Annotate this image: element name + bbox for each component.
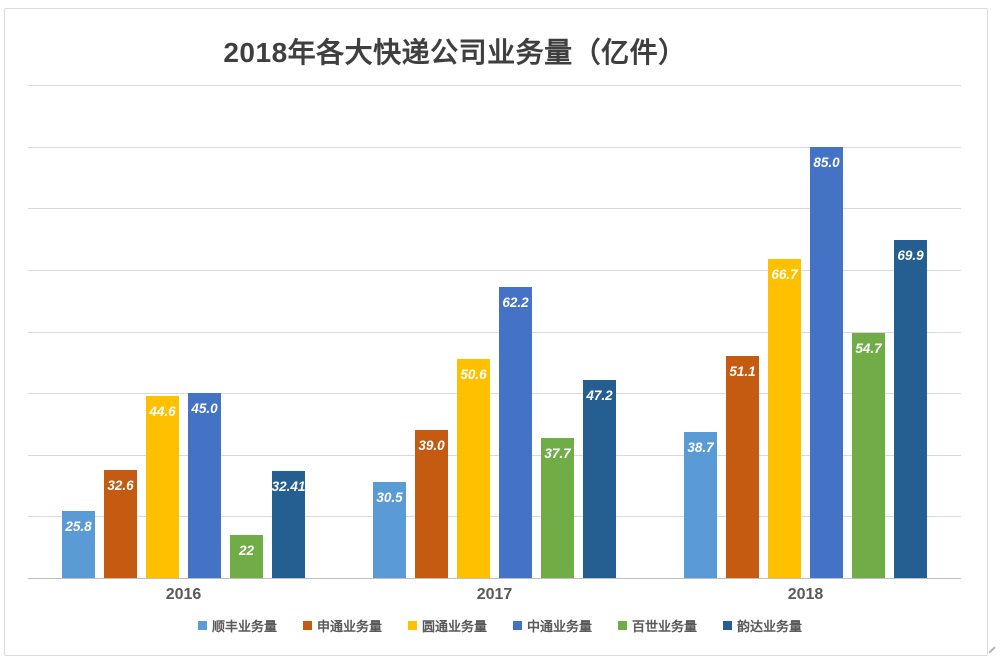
bar-圆通业务量-2018: 66.7	[768, 259, 801, 578]
gridline	[28, 146, 961, 148]
x-axis-label: 2017	[476, 586, 513, 603]
legend-item: 申通业务量	[302, 616, 382, 635]
bar-中通业务量-2017: 62.2	[499, 287, 532, 578]
bar-value-label: 66.7	[771, 267, 798, 282]
gridline	[28, 269, 961, 271]
legend-item: 中通业务量	[513, 616, 592, 635]
legend-label: 中通业务量	[527, 619, 593, 634]
bar-百世业务量-2018: 54.7	[852, 333, 885, 578]
gridline	[28, 393, 961, 395]
bar-value-label: 22	[238, 543, 255, 558]
bar-中通业务量-2016: 45.0	[188, 393, 221, 578]
bar-value-label: 69.9	[897, 248, 924, 263]
legend-swatch	[513, 621, 522, 630]
legend-label: 百世业务量	[632, 619, 698, 634]
bar-圆通业务量-2017: 50.6	[457, 359, 490, 578]
gridline	[28, 85, 961, 86]
x-axis-label: 2016	[165, 586, 202, 603]
legend-swatch	[407, 621, 417, 630]
bar-顺丰业务量-2018: 38.7	[684, 432, 717, 578]
bar-value-label: 62.2	[502, 295, 529, 310]
bar-value-label: 32.6	[107, 478, 134, 493]
legend-item: 顺丰业务量	[197, 616, 277, 635]
legend-swatch	[302, 621, 312, 630]
legend-label: 申通业务量	[316, 619, 382, 634]
bar-圆通业务量-2016: 44.6	[146, 396, 179, 578]
bar-韵达业务量-2018: 69.9	[894, 240, 927, 578]
gridline	[28, 516, 961, 518]
chart-title: 2018年各大快递公司业务量（亿件）	[223, 37, 687, 68]
bar-申通业务量-2016: 32.6	[104, 470, 137, 578]
bar-value-label: 32.41	[271, 479, 306, 494]
bar-百世业务量-2016: 22	[230, 535, 263, 578]
legend-label: 圆通业务量	[421, 619, 487, 634]
bar-value-label: 45.0	[191, 401, 218, 416]
x-axis-line	[28, 578, 961, 579]
legend-label: 韵达业务量	[737, 619, 803, 634]
bar-value-label: 44.6	[149, 404, 176, 419]
bar-顺丰业务量-2017: 30.5	[373, 482, 406, 578]
legend: 顺丰业务量 申通业务量 圆通业务量 中通业务量 百世业务量 韵达业务量	[0, 616, 1000, 635]
bar-中通业务量-2018: 85.0	[810, 147, 843, 578]
legend-item: 韵达业务量	[723, 616, 802, 635]
bar-value-label: 39.0	[418, 438, 445, 453]
gridline	[28, 454, 961, 456]
bar-value-label: 50.6	[460, 367, 487, 382]
legend-item: 圆通业务量	[407, 616, 487, 635]
bar-百世业务量-2017: 37.7	[541, 438, 574, 578]
bar-value-label: 38.7	[687, 440, 714, 455]
bar-value-label: 47.2	[586, 388, 613, 403]
bar-申通业务量-2018: 51.1	[726, 356, 759, 578]
legend-swatch	[618, 621, 628, 630]
bar-value-label: 51.1	[729, 364, 756, 379]
legend-item: 百世业务量	[618, 616, 697, 635]
gridline	[28, 331, 961, 333]
bar-value-label: 37.7	[544, 446, 571, 461]
gridline	[28, 208, 961, 210]
legend-label: 顺丰业务量	[211, 619, 277, 634]
bar-value-label: 54.7	[855, 341, 882, 356]
plot-area: 25.8 32.6 44.6 45.0 22 32.41 30.5 39.0 50.6 62.2 3…	[28, 85, 961, 579]
bar-韵达业务量-2016: 32.41	[272, 471, 305, 578]
bar-申通业务量-2017: 39.0	[415, 430, 448, 578]
legend-swatch	[197, 621, 207, 630]
bar-value-label: 85.0	[813, 155, 840, 170]
bar-value-label: 25.8	[65, 519, 92, 534]
bar-顺丰业务量-2016: 25.8	[62, 511, 95, 578]
legend-swatch	[723, 621, 733, 630]
resize-corner-icon	[988, 646, 996, 654]
x-axis-label: 2018	[787, 586, 824, 603]
bar-韵达业务量-2017: 47.2	[583, 380, 616, 578]
bar-value-label: 30.5	[376, 490, 403, 505]
